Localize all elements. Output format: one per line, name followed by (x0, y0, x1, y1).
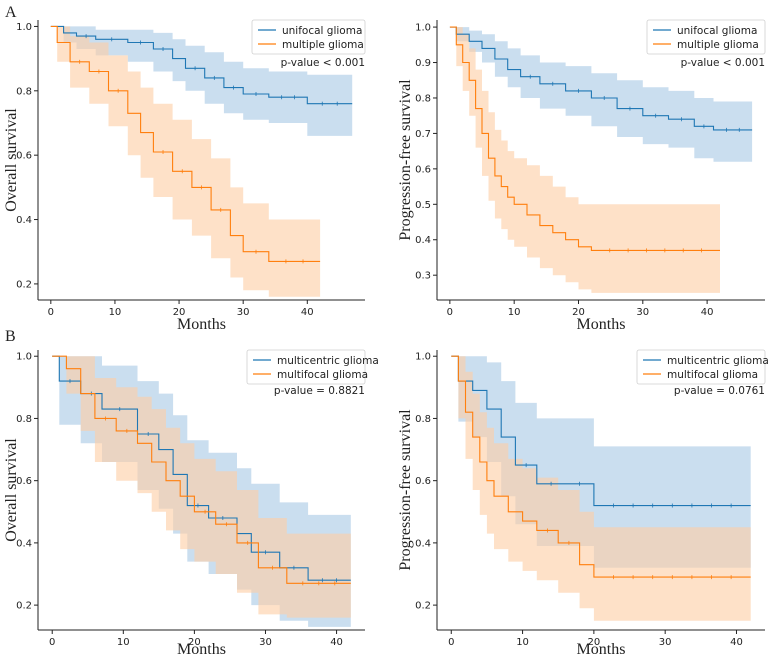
legend-box (636, 349, 766, 385)
y-tick-label: 0.3 (415, 271, 431, 282)
x-tick-label: 0 (48, 307, 54, 318)
y-tick-label: 0.2 (415, 601, 431, 612)
x-tick-label: 0 (447, 307, 453, 318)
legend-label-1: multicentric glioma (667, 355, 769, 367)
legend: multicentric glioma multifocal glioma (636, 349, 769, 385)
x-axis-label: Months (577, 641, 626, 657)
p-value-annotation: p-value < 0.001 (281, 57, 365, 69)
legend: unifocal glioma multiple glioma (251, 19, 366, 55)
legend-box (251, 19, 366, 55)
legend: multicentric glioma multifocal glioma (246, 349, 379, 385)
x-tick-label: 20 (188, 637, 201, 648)
y-tick-label: 0.2 (16, 279, 32, 290)
y-axis-label: Overall survival (3, 438, 20, 542)
ci-band-2 (451, 356, 751, 621)
chart-b-overall-survival: 0 10 20 30 40 0.2 0.4 0.6 0.8 1.0 Months Overall su… (3, 349, 379, 657)
y-tick-label: 0.4 (16, 215, 32, 226)
y-tick-label: 0.5 (415, 200, 431, 211)
x-tick-label: 30 (237, 307, 250, 318)
x-tick-label: 40 (301, 307, 314, 318)
legend-label-2: multiple glioma (677, 39, 759, 51)
y-tick-label: 0.8 (16, 414, 32, 425)
x-axis-label: Months (177, 316, 226, 333)
x-tick-label: 30 (259, 637, 272, 648)
legend-label-1: unifocal glioma (282, 25, 362, 37)
ci-band-2 (50, 26, 321, 297)
y-tick-label: 0.2 (16, 601, 32, 612)
ci-band-1 (449, 27, 753, 162)
survival-line-2 (449, 26, 720, 251)
panel-label-b: B (5, 328, 16, 345)
x-tick-label: 40 (701, 307, 714, 318)
ci-band-1 (50, 26, 353, 136)
chart-a-progression-free-survival: 0 10 20 30 40 0.3 0.4 0.5 0.6 0.7 0.8 0.9 1.0 Months P… (397, 19, 766, 333)
x-axis-label: Months (577, 316, 626, 333)
y-tick-label: 0.8 (415, 93, 431, 104)
chart-b-progression-free-survival: 0 10 20 30 40 0.2 0.4 0.6 0.8 1.0 Months Progressio… (397, 349, 769, 657)
x-tick-label: 40 (330, 637, 343, 648)
legend-label-2: multifocal glioma (667, 369, 758, 381)
legend-box (646, 19, 766, 55)
y-tick-label: 1.0 (16, 22, 32, 33)
x-tick-label: 0 (448, 637, 454, 648)
x-tick-label: 30 (659, 637, 672, 648)
y-tick-label: 0.9 (415, 58, 431, 69)
x-tick-label: 0 (49, 637, 55, 648)
legend-box (246, 349, 366, 385)
y-axis-label: Overall survival (3, 108, 20, 212)
y-tick-label: 0.4 (415, 538, 431, 549)
x-tick-label: 30 (636, 307, 649, 318)
y-tick-label: 1.0 (415, 23, 431, 34)
survival-line-2 (451, 355, 751, 578)
legend: unifocal glioma multiple glioma (646, 19, 766, 55)
survival-line-1 (50, 25, 353, 105)
x-tick-label: 10 (516, 637, 529, 648)
legend-label-1: multicentric glioma (277, 355, 379, 367)
chart-a-overall-survival: 0 10 20 30 40 0.2 0.4 0.6 0.8 1.0 Months Overall su… (3, 19, 366, 333)
p-value-annotation: p-value = 0.8821 (274, 385, 365, 397)
x-tick-label: 20 (588, 637, 601, 648)
legend-label-2: multiple glioma (282, 39, 364, 51)
legend-label-1: unifocal glioma (677, 25, 757, 37)
panel-label-a: A (5, 4, 17, 21)
x-tick-label: 40 (730, 637, 743, 648)
p-value-annotation: p-value = 0.0761 (674, 385, 765, 397)
y-tick-label: 0.6 (16, 476, 32, 487)
legend-label-2: multifocal glioma (277, 369, 368, 381)
y-axis-label: Progression-free survival (397, 79, 414, 241)
y-tick-label: 0.4 (415, 235, 431, 246)
y-tick-label: 0.4 (16, 538, 32, 549)
x-tick-label: 10 (508, 307, 521, 318)
x-tick-label: 10 (117, 637, 130, 648)
y-tick-label: 0.8 (415, 414, 431, 425)
x-axis-label: Months (177, 641, 226, 657)
y-tick-label: 0.6 (415, 476, 431, 487)
y-tick-label: 1.0 (16, 352, 32, 363)
y-tick-label: 0.6 (415, 164, 431, 175)
y-axis-label: Progression-free survival (397, 409, 414, 571)
p-value-annotation: p-value < 0.001 (681, 57, 765, 69)
y-tick-label: 1.0 (415, 352, 431, 363)
survival-line-1 (451, 355, 751, 507)
x-tick-label: 20 (572, 307, 585, 318)
x-tick-label: 20 (173, 307, 186, 318)
ci-band-2 (449, 27, 720, 293)
x-tick-label: 10 (109, 307, 122, 318)
y-tick-label: 0.7 (415, 129, 431, 140)
y-tick-label: 0.8 (16, 86, 32, 97)
y-tick-label: 0.6 (16, 151, 32, 162)
